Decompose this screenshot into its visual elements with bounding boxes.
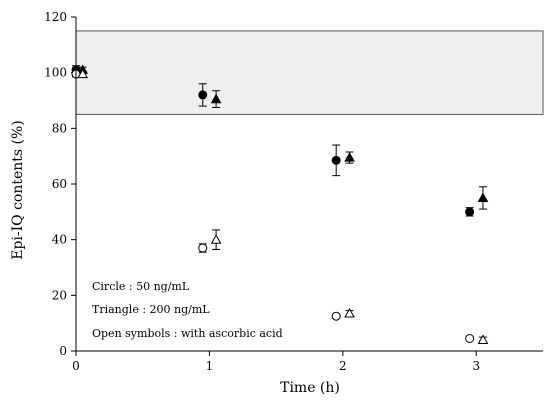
annotation-triangle: Triangle : 200 ng/mL <box>92 303 210 316</box>
reference-band <box>75 30 544 115</box>
point-open-triangle <box>344 307 355 318</box>
annotation-open-symbols: Open symbols : with ascorbic acid <box>92 327 283 340</box>
x-axis-title: Time (h) <box>280 380 340 396</box>
x-tick-label: 2 <box>339 359 347 373</box>
annotation-circle: Circle : 50 ng/mL <box>92 280 190 293</box>
point-open-triangle <box>77 68 89 79</box>
y-tick-label: 100 <box>44 66 67 80</box>
y-axis-title: Epi-IQ contents (%) <box>10 120 26 260</box>
y-tick-label: 40 <box>52 233 67 247</box>
x-tick-label: 3 <box>472 359 480 373</box>
y-tick-label: 80 <box>52 121 67 135</box>
point-filled-circle <box>465 207 475 217</box>
y-tick-label: 120 <box>44 10 67 24</box>
point-filled-triangle <box>477 192 489 203</box>
point-open-circle <box>331 311 341 321</box>
y-tick-label: 20 <box>52 288 67 302</box>
point-filled-triangle <box>344 152 355 162</box>
point-open-circle <box>198 243 208 253</box>
point-filled-circle <box>331 155 341 165</box>
x-tick-label: 0 <box>72 359 80 373</box>
y-tick-label: 0 <box>59 344 67 358</box>
point-filled-triangle <box>210 93 222 104</box>
point-open-triangle <box>477 334 489 344</box>
point-filled-circle <box>198 90 208 100</box>
y-tick-label: 60 <box>52 177 67 191</box>
point-open-circle <box>465 333 475 343</box>
point-open-triangle <box>210 234 222 244</box>
x-tick-label: 1 <box>206 359 214 373</box>
